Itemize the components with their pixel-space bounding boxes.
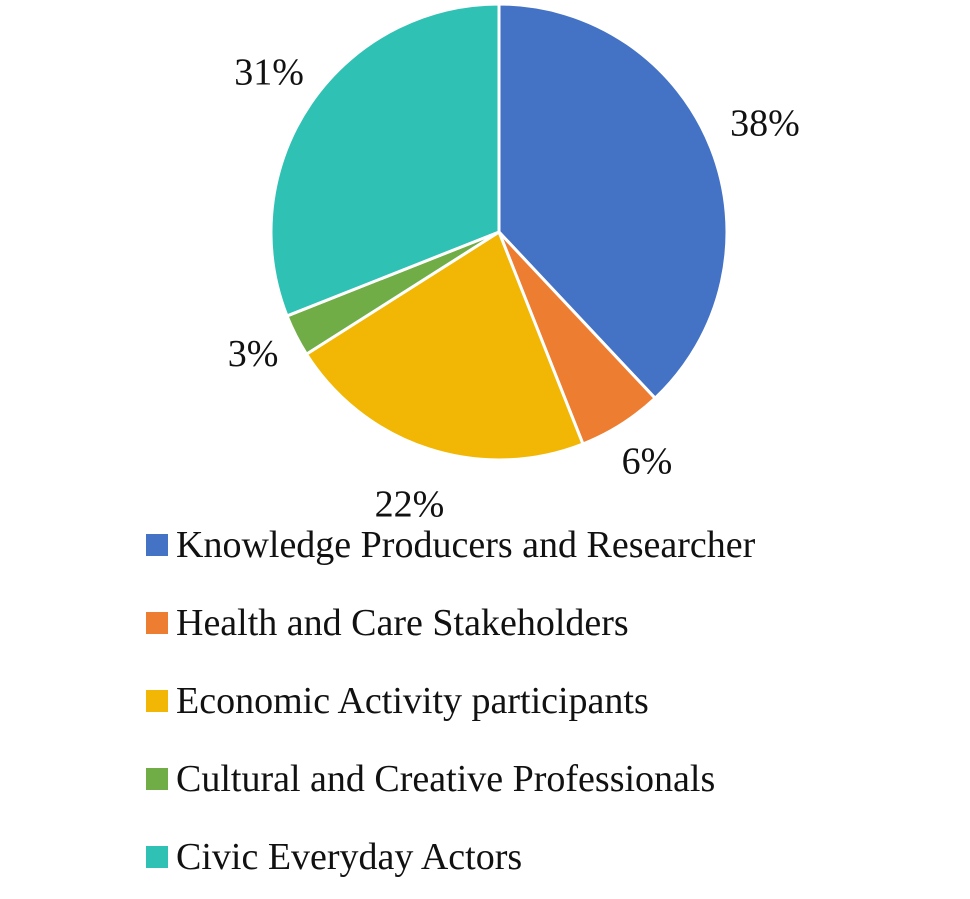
data-label-cultural-and-creative-professionals: 3%	[228, 333, 279, 375]
pie-slice-civic-everyday-actors	[269, 2, 501, 318]
pie-slice-economic-activity-participants	[304, 230, 585, 462]
data-label-civic-everyday-actors: 31%	[234, 51, 304, 93]
legend-label: Health and Care Stakeholders	[176, 602, 629, 644]
legend-item-economic-activity-participants: Economic Activity participants	[146, 662, 755, 740]
pie-data-labels: 38% 6% 22% 3% 31%	[228, 51, 800, 525]
legend-item-cultural-and-creative-professionals: Cultural and Creative Professionals	[146, 740, 755, 818]
chart-legend: Knowledge Producers and Researcher Health…	[146, 506, 755, 896]
data-label-knowledge-producers-and-researcher: 38%	[730, 102, 800, 144]
legend-swatch	[146, 534, 168, 556]
legend-item-health-and-care-stakeholders: Health and Care Stakeholders	[146, 584, 755, 662]
legend-label: Knowledge Producers and Researcher	[176, 524, 756, 566]
legend-label: Cultural and Creative Professionals	[176, 758, 716, 800]
data-label-health-and-care-stakeholders: 6%	[622, 441, 673, 483]
data-label-economic-activity-participants: 22%	[375, 484, 445, 526]
legend-label: Economic Activity participants	[176, 680, 649, 722]
legend-swatch	[146, 846, 168, 868]
legend-item-knowledge-producers-and-researcher: Knowledge Producers and Researcher	[146, 506, 755, 584]
legend-label: Civic Everyday Actors	[176, 836, 523, 878]
legend-item-civic-everyday-actors: Civic Everyday Actors	[146, 818, 755, 896]
legend-swatch	[146, 690, 168, 712]
legend-swatch	[146, 612, 168, 634]
legend-swatch	[146, 768, 168, 790]
pie-slice-knowledge-producers-and-researcher	[497, 2, 729, 400]
pie-slices	[269, 2, 729, 462]
